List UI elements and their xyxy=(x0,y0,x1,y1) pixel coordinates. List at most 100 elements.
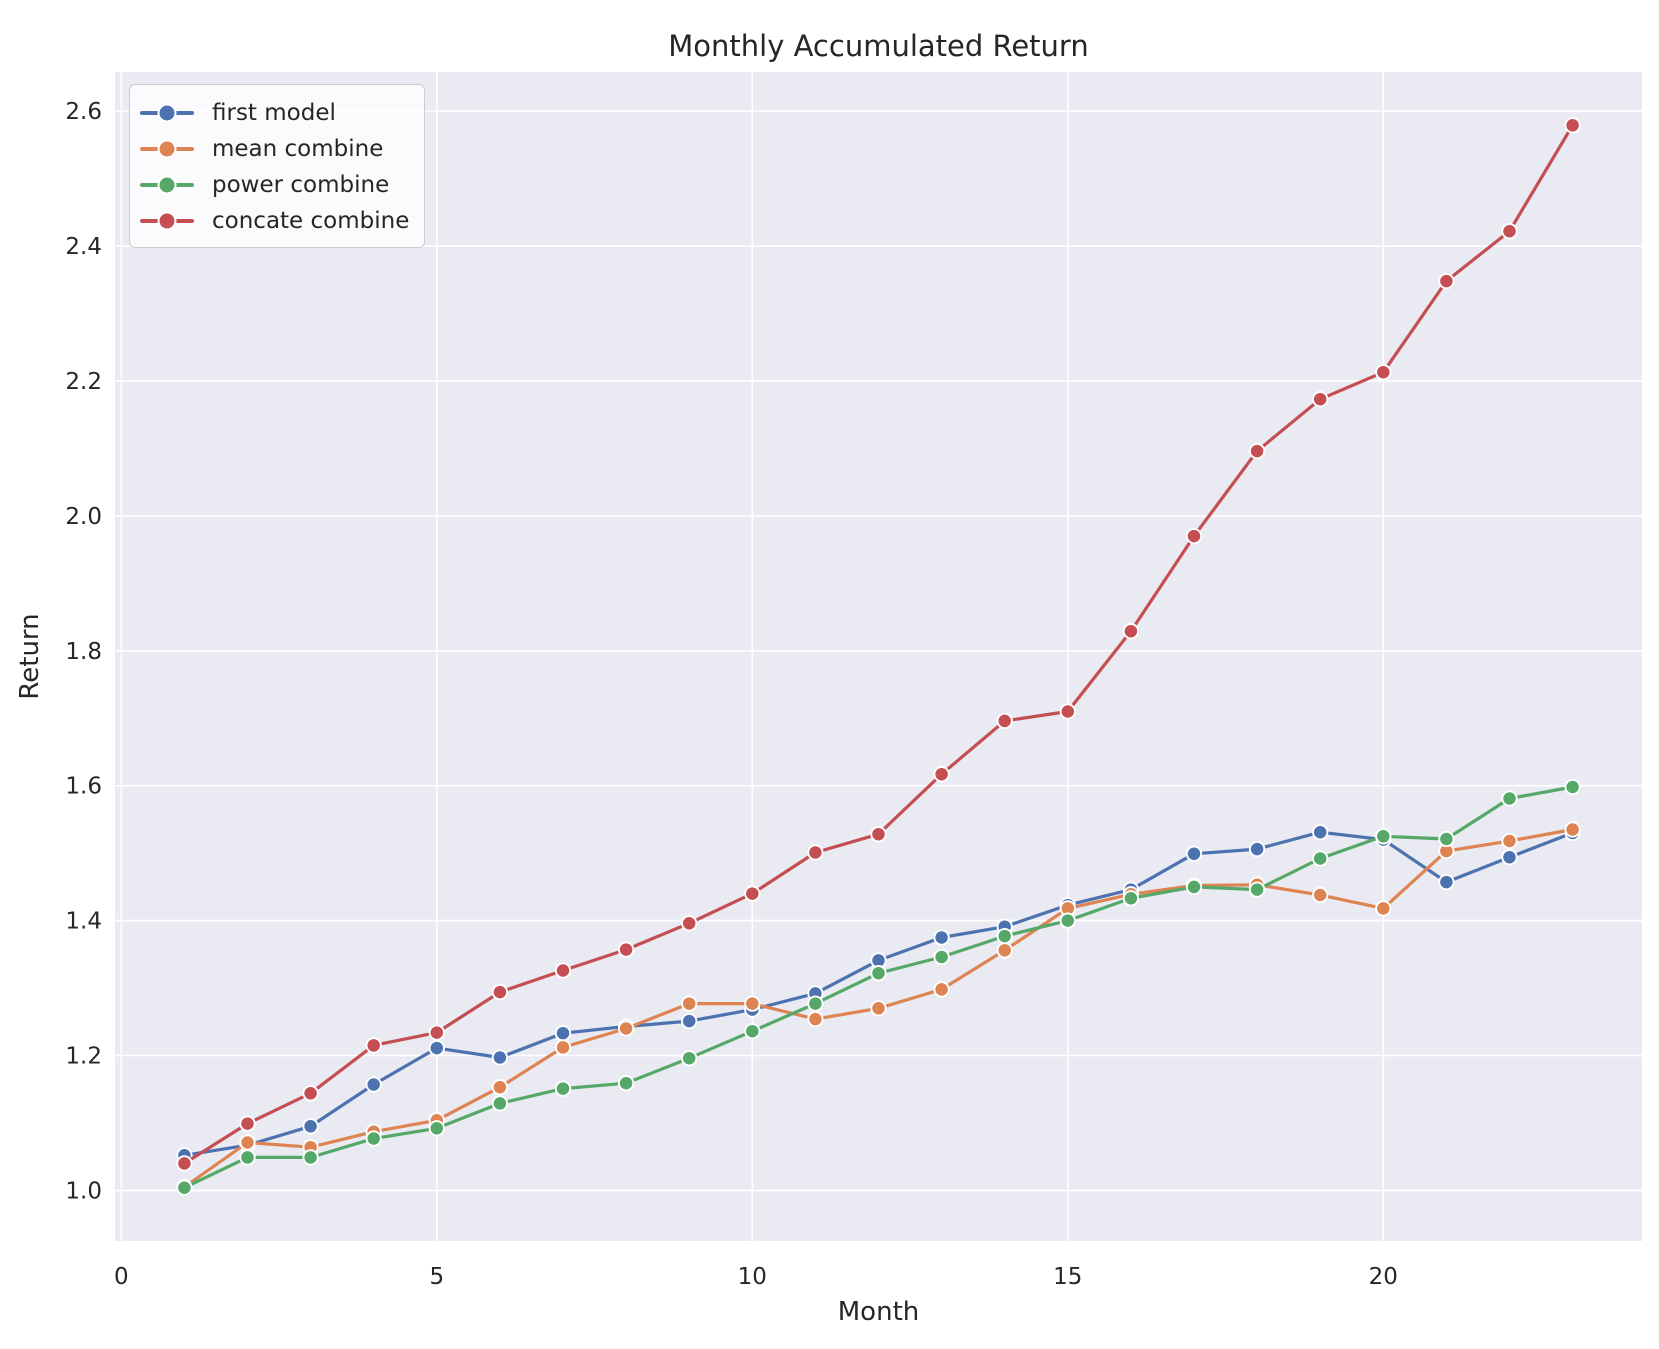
data-point-first-model xyxy=(491,1049,509,1066)
data-point-power-combine xyxy=(1312,850,1329,867)
data-point-concate-combine xyxy=(1501,223,1518,240)
data-point-concate-combine xyxy=(491,983,509,1001)
legend-label: concate combine xyxy=(212,207,410,234)
data-point-power-combine xyxy=(554,1080,572,1097)
data-point-first-model xyxy=(1312,824,1329,841)
x-tick-label: 10 xyxy=(738,1264,767,1290)
data-point-mean-combine xyxy=(1501,832,1518,850)
data-point-power-combine xyxy=(1059,912,1076,929)
data-point-power-combine xyxy=(870,965,887,982)
data-point-first-model xyxy=(681,1012,698,1030)
data-point-power-combine xyxy=(365,1130,382,1147)
y-tick-label: 1.2 xyxy=(65,1043,102,1069)
data-point-first-model xyxy=(1438,873,1455,891)
data-point-power-combine xyxy=(176,1179,193,1196)
data-point-mean-combine xyxy=(1375,900,1392,917)
legend-entry-concate-combine: concate combine xyxy=(138,203,410,239)
data-point-power-combine xyxy=(617,1075,635,1092)
data-point-mean-combine xyxy=(1312,886,1329,904)
data-point-mean-combine xyxy=(1564,821,1581,838)
legend-line-marker-icon xyxy=(140,211,194,231)
y-tick-label: 1.8 xyxy=(65,639,102,665)
y-tick-label: 2.0 xyxy=(65,504,102,530)
data-point-power-combine xyxy=(1248,881,1266,898)
legend-line-marker-icon xyxy=(140,175,194,195)
y-axis-label: Return xyxy=(15,613,45,699)
y-tick-label: 1.6 xyxy=(65,774,102,800)
data-point-power-combine xyxy=(1501,790,1518,807)
data-point-concate-combine xyxy=(744,885,761,902)
data-point-concate-combine xyxy=(681,915,698,932)
data-point-mean-combine xyxy=(996,942,1013,959)
data-point-concate-combine xyxy=(996,712,1013,730)
data-point-concate-combine xyxy=(302,1085,319,1102)
data-point-power-combine xyxy=(744,1023,761,1040)
data-point-power-combine xyxy=(1122,890,1140,907)
data-point-concate-combine xyxy=(428,1024,445,1041)
data-point-concate-combine xyxy=(870,826,887,843)
x-axis-label: Month xyxy=(838,1297,920,1327)
chart-title: Monthly Accumulated Return xyxy=(668,29,1088,63)
data-point-power-combine xyxy=(1185,878,1203,896)
data-point-power-combine xyxy=(302,1149,319,1166)
data-point-power-combine xyxy=(681,1050,698,1067)
data-point-concate-combine xyxy=(1059,703,1076,720)
data-point-mean-combine xyxy=(681,995,698,1012)
data-point-mean-combine xyxy=(239,1134,256,1151)
y-tick-label: 2.2 xyxy=(65,369,102,395)
data-point-mean-combine xyxy=(617,1020,635,1037)
data-point-power-combine xyxy=(491,1095,509,1112)
y-tick-label: 2.4 xyxy=(65,234,102,260)
data-point-first-model xyxy=(1248,840,1266,858)
data-point-concate-combine xyxy=(1185,527,1203,545)
data-point-power-combine xyxy=(239,1149,256,1166)
data-point-concate-combine xyxy=(554,962,572,979)
data-point-concate-combine xyxy=(1375,364,1392,381)
data-point-mean-combine xyxy=(807,1010,824,1028)
x-tick-label: 20 xyxy=(1369,1264,1398,1290)
legend: first model mean combine power combine c… xyxy=(129,84,425,248)
data-point-power-combine xyxy=(807,995,824,1012)
data-point-mean-combine xyxy=(744,995,761,1012)
data-point-concate-combine xyxy=(239,1115,256,1132)
data-point-power-combine xyxy=(1438,830,1455,848)
x-tick-label: 5 xyxy=(429,1264,444,1290)
data-point-first-model xyxy=(1501,849,1518,866)
data-point-concate-combine xyxy=(365,1037,382,1054)
data-point-mean-combine xyxy=(933,981,950,998)
data-point-first-model xyxy=(302,1118,319,1135)
data-point-power-combine xyxy=(428,1120,445,1137)
data-point-power-combine xyxy=(933,948,950,966)
data-point-first-model xyxy=(933,929,950,946)
data-point-first-model xyxy=(428,1039,445,1057)
legend-label: first model xyxy=(212,99,336,126)
legend-line-marker-icon xyxy=(140,103,194,123)
data-point-mean-combine xyxy=(554,1039,572,1056)
data-point-first-model xyxy=(1185,845,1203,862)
data-point-first-model xyxy=(365,1076,382,1093)
legend-line-marker-icon xyxy=(140,139,194,159)
legend-label: mean combine xyxy=(212,135,384,162)
data-point-mean-combine xyxy=(491,1079,509,1096)
y-tick-label: 1.0 xyxy=(65,1178,102,1204)
data-point-concate-combine xyxy=(1312,391,1329,408)
data-point-power-combine xyxy=(1375,828,1392,845)
y-tick-label: 2.6 xyxy=(65,99,102,125)
y-tick-label: 1.4 xyxy=(65,909,102,935)
data-point-power-combine xyxy=(1564,778,1581,796)
x-tick-label: 0 xyxy=(114,1264,129,1290)
data-point-concate-combine xyxy=(1248,442,1266,460)
data-point-concate-combine xyxy=(1564,117,1581,134)
data-point-concate-combine xyxy=(807,844,824,861)
data-point-first-model xyxy=(554,1025,572,1042)
data-point-concate-combine xyxy=(1438,272,1455,290)
data-point-concate-combine xyxy=(617,941,635,958)
legend-entry-mean-combine: mean combine xyxy=(138,131,408,167)
data-point-concate-combine xyxy=(1122,623,1140,640)
legend-entry-power-combine: power combine xyxy=(138,167,408,203)
legend-label: power combine xyxy=(212,171,390,198)
data-point-concate-combine xyxy=(176,1155,193,1172)
legend-entry-first-model: first model xyxy=(138,95,408,131)
